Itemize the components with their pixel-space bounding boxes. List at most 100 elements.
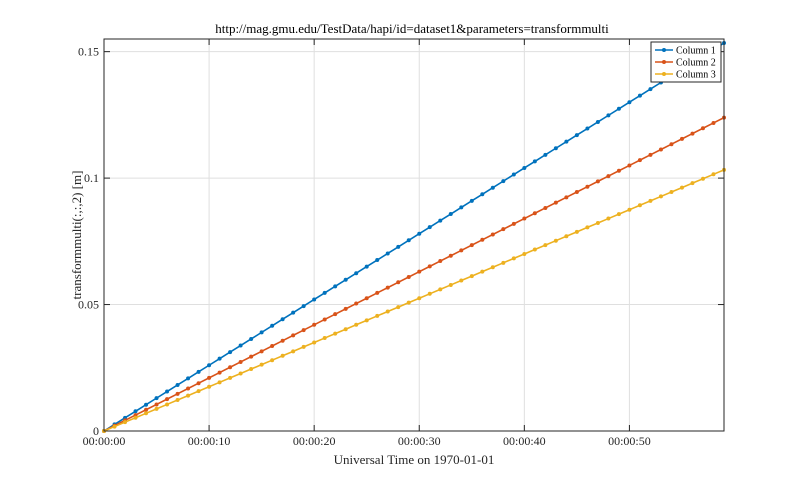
series-1-point xyxy=(469,198,474,203)
series-3-point xyxy=(637,203,642,208)
series-2-point xyxy=(385,285,390,290)
series-3-point xyxy=(165,402,170,407)
series-1-point xyxy=(375,258,380,263)
x-axis-label: Universal Time on 1970-01-01 xyxy=(334,452,495,467)
series-2-point xyxy=(291,333,296,338)
series-3-point xyxy=(375,313,380,318)
series-3-point xyxy=(259,362,264,367)
series-1-point xyxy=(616,106,621,111)
series-3-point xyxy=(480,269,485,274)
series-1-point xyxy=(249,336,254,341)
series-3-point xyxy=(217,380,222,385)
series-2-point xyxy=(637,158,642,163)
series-3-point xyxy=(511,256,516,261)
series-3 xyxy=(102,167,726,433)
y-tick-label: 0.15 xyxy=(78,45,99,59)
series-1-point xyxy=(480,192,485,197)
series-3-point xyxy=(522,251,527,256)
legend-label: Column 2 xyxy=(676,58,716,69)
series-3-point xyxy=(606,216,611,221)
series-3-point xyxy=(112,424,117,429)
series-1-line xyxy=(103,42,725,432)
series-1-point xyxy=(270,323,275,328)
series-3-point xyxy=(196,389,201,394)
series-1-point xyxy=(511,172,516,177)
series-2-point xyxy=(427,264,432,269)
series-2-point xyxy=(333,312,338,317)
series-2-point xyxy=(196,381,201,386)
series-2-point xyxy=(585,184,590,189)
series-3-point xyxy=(280,353,285,358)
series-2-point xyxy=(627,163,632,168)
series-3-point xyxy=(595,220,600,225)
series-3-point xyxy=(532,247,537,252)
series-3-point xyxy=(627,207,632,212)
series-1-point xyxy=(564,139,569,144)
series-1-point xyxy=(165,389,170,394)
series-1-point xyxy=(322,290,327,295)
series-2-point xyxy=(616,168,621,173)
series-1-point xyxy=(438,218,443,223)
series-2-point xyxy=(648,152,653,157)
series-3-point xyxy=(459,278,464,283)
series-3-point xyxy=(123,420,128,425)
series-1-point xyxy=(259,330,264,335)
series-3-point xyxy=(354,322,359,327)
y-tick-label: 0.05 xyxy=(78,298,99,312)
series-2-point xyxy=(574,190,579,195)
series-2-point xyxy=(301,328,306,333)
series-3-point xyxy=(301,344,306,349)
series-2-point xyxy=(280,338,285,343)
y-tick-label: 0 xyxy=(93,424,99,438)
series-1-point xyxy=(595,119,600,124)
series-2-point xyxy=(501,227,506,232)
series-1-point xyxy=(144,402,149,407)
series-1-point xyxy=(574,133,579,138)
series-1-point xyxy=(312,297,317,302)
series-1-point xyxy=(385,251,390,256)
series-3-point xyxy=(574,229,579,234)
series-1-point xyxy=(301,304,306,309)
series-2-point xyxy=(354,301,359,306)
series-3-point xyxy=(186,393,191,398)
series-1-point xyxy=(291,310,296,315)
series-3-point xyxy=(238,371,243,376)
series-3-point xyxy=(406,300,411,305)
series-3-point xyxy=(343,327,348,332)
series-3-point xyxy=(490,265,495,270)
x-tick-label: 00:00:50 xyxy=(608,434,651,448)
series-2-point xyxy=(543,205,548,210)
series-2-point xyxy=(658,147,663,152)
series-1-point xyxy=(354,271,359,276)
series-3-point xyxy=(291,349,296,354)
series-3-point xyxy=(312,340,317,345)
series-2-point xyxy=(711,120,716,125)
series-3-point xyxy=(700,176,705,181)
series-1-point xyxy=(532,159,537,164)
series-2-point xyxy=(553,200,558,205)
series-3-point xyxy=(228,375,233,380)
series-3-point xyxy=(175,398,180,403)
series-3-point xyxy=(690,181,695,186)
series-3-point xyxy=(711,172,716,177)
series-2-point xyxy=(375,290,380,295)
series-2-point xyxy=(186,386,191,391)
legend-marker xyxy=(662,60,666,64)
series-3-point xyxy=(133,415,138,420)
series-2-point xyxy=(448,253,453,258)
series-2-point xyxy=(700,126,705,131)
series-2-point xyxy=(396,280,401,285)
y-axis-label: transformmulti(:,:,2) [m] xyxy=(69,171,84,300)
series-1-point xyxy=(333,284,338,289)
series-2-point xyxy=(469,243,474,248)
x-tick-label: 00:00:30 xyxy=(398,434,441,448)
series-1-point xyxy=(448,212,453,217)
series-1-point xyxy=(522,165,527,170)
series-3-point xyxy=(553,238,558,243)
series-1-point xyxy=(207,363,212,368)
series-3-point xyxy=(249,367,254,372)
series-2-point xyxy=(406,274,411,279)
series-3-point xyxy=(154,406,159,411)
series-2-point xyxy=(522,216,527,221)
series-2-point xyxy=(606,174,611,179)
